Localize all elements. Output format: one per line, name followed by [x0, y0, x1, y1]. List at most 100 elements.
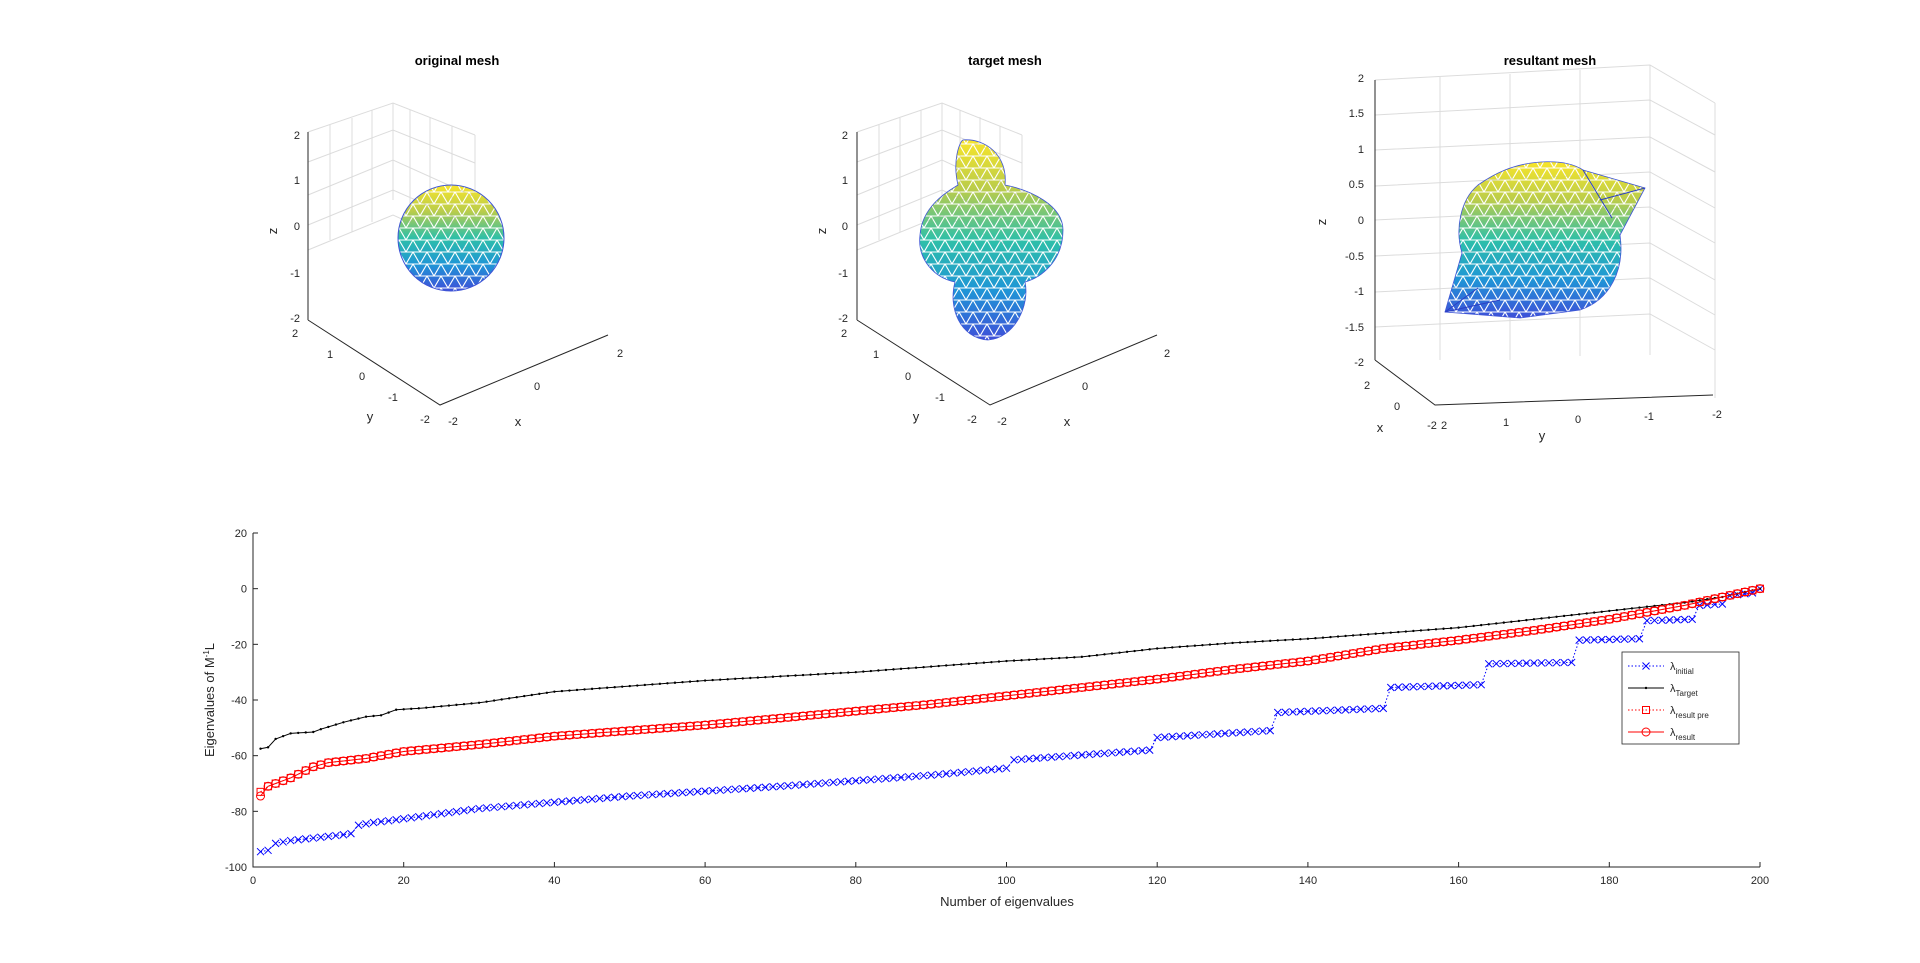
data-point	[1186, 645, 1189, 648]
data-point	[1555, 615, 1558, 618]
data-point	[1499, 659, 1508, 668]
data-point	[1047, 753, 1056, 761]
data-point	[1236, 728, 1244, 737]
data-point	[1434, 628, 1438, 631]
data-point	[1593, 611, 1596, 614]
series-result-pre	[256, 584, 1764, 796]
data-point	[1243, 728, 1252, 736]
data-point	[1193, 644, 1197, 647]
legend-item: λresult pre	[1628, 705, 1709, 720]
y-tick: -2	[1427, 420, 1437, 432]
y-tick: 0	[1394, 401, 1400, 413]
mesh-title: resultant mesh	[1504, 53, 1597, 68]
data-point	[399, 814, 408, 823]
data-point	[334, 723, 338, 726]
y-axis-label: y	[1539, 428, 1546, 443]
data-point	[286, 773, 296, 783]
data-point	[1409, 682, 1418, 691]
data-point	[824, 672, 827, 676]
data-point	[1577, 613, 1581, 616]
y-tick-labels: 2 1 0 -1 -2	[292, 328, 430, 426]
data-point	[1163, 646, 1166, 650]
x-tick-label: 0	[250, 875, 256, 887]
x-axis-label: Number of eigenvalues	[940, 894, 1074, 909]
data-point	[633, 791, 642, 800]
data-point	[688, 680, 692, 683]
data-point	[1276, 639, 1279, 642]
z-axis-label: z	[265, 228, 280, 235]
y-tick: -2	[420, 414, 430, 426]
data-point	[1477, 680, 1486, 689]
data-point	[764, 675, 767, 679]
data-point	[1359, 633, 1362, 637]
axes-box	[1374, 64, 1716, 398]
data-point	[1246, 640, 1249, 644]
data-point	[1552, 658, 1561, 667]
data-point	[960, 663, 963, 666]
data-point	[324, 832, 333, 841]
data-point	[1469, 681, 1478, 689]
data-point	[1125, 650, 1129, 654]
mesh-panel-original: original mesh 2 1 0 -1 -2 2 1 0 -1 -2 -2…	[265, 53, 623, 429]
data-point	[316, 833, 325, 842]
data-point	[1442, 627, 1445, 630]
data-point	[1156, 647, 1159, 650]
data-point	[271, 839, 280, 848]
data-point	[1258, 727, 1267, 735]
data-point	[1698, 599, 1701, 602]
data-point	[1560, 658, 1568, 667]
data-point	[734, 677, 737, 681]
data-point	[877, 669, 880, 672]
data-point	[776, 782, 785, 791]
z-tick: 2	[842, 130, 848, 142]
data-point	[1306, 637, 1310, 640]
data-point	[1035, 658, 1038, 661]
legend-item: λinitial	[1628, 661, 1694, 676]
data-point	[801, 673, 805, 677]
y-axis-label-tail: L	[202, 643, 217, 650]
data-point	[1570, 613, 1573, 617]
data-point	[862, 670, 865, 673]
data-point	[1645, 605, 1649, 608]
data-point	[1329, 635, 1332, 639]
data-point	[1133, 649, 1136, 653]
data-point	[1321, 636, 1325, 639]
data-point	[1635, 634, 1644, 643]
x-tick: 2	[1441, 420, 1447, 432]
legend-item: λresult	[1628, 727, 1696, 742]
axes-lines	[1374, 80, 1714, 406]
data-point	[1487, 623, 1490, 626]
z-axis-label: z	[1314, 219, 1329, 226]
data-point	[982, 661, 986, 664]
data-point	[327, 725, 330, 729]
eigenvalue-chart: 0 20 40 60 80 100 120 140 160 180 200-100-80-60-40…	[202, 528, 1769, 909]
data-point	[1658, 616, 1666, 625]
data-point	[731, 785, 740, 794]
legend-item: λTarget	[1628, 683, 1699, 698]
x-tick: -2	[997, 416, 1007, 428]
data-point	[829, 778, 838, 787]
data-point	[1449, 626, 1453, 630]
data-point	[844, 777, 853, 786]
data-point	[1502, 621, 1506, 624]
data-point	[814, 779, 822, 788]
data-point	[1269, 639, 1272, 643]
data-point	[1382, 632, 1385, 635]
y-tick-label: 20	[235, 528, 247, 540]
data-point	[784, 781, 792, 790]
data-point	[1507, 659, 1516, 668]
data-point	[1140, 648, 1144, 652]
data-point	[372, 714, 375, 718]
data-point	[1545, 658, 1553, 667]
data-point	[927, 771, 936, 780]
data-point	[1251, 727, 1260, 736]
data-point	[995, 765, 1003, 773]
legend-label: λresult pre	[1670, 705, 1709, 720]
data-point	[1080, 655, 1084, 659]
data-point	[1349, 705, 1357, 714]
y-tick: 1	[873, 349, 879, 361]
y-axis-label-superscript: -1	[202, 650, 211, 658]
x-axis-label: x	[1064, 414, 1071, 429]
data-point	[1261, 640, 1264, 643]
